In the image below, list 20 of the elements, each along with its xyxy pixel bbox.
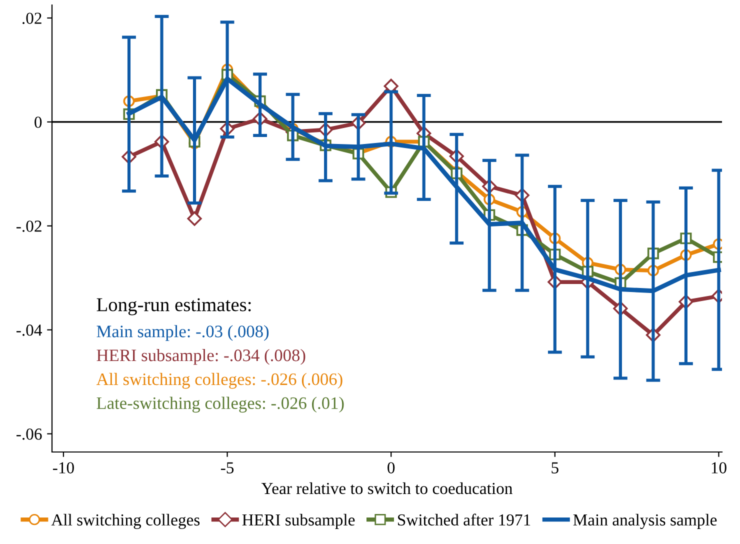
annotation: Main sample: -.03 (.008)	[96, 325, 269, 341]
y-tick-label: .02	[22, 12, 42, 24]
y-tick-label: -.02	[16, 220, 42, 232]
legend-label: Main analysis sample	[573, 514, 717, 529]
annotation: Late-switching colleges: -.026 (.01)	[96, 396, 344, 413]
annotation: All switching colleges: -.026 (.006)	[96, 372, 342, 389]
x-tick-label: -10	[52, 462, 74, 474]
legend-label: Switched after 1971	[398, 514, 530, 526]
y-tick-label: 0	[34, 116, 42, 128]
annotation: HERI subsample: -.034 (.008)	[96, 349, 306, 365]
legend-label: All switching colleges	[51, 514, 200, 529]
legend-label: HERI subsample	[242, 514, 355, 529]
x-tick-label: 10	[712, 462, 726, 474]
x-tick-label: 5	[552, 462, 558, 474]
x-tick-label: -5	[220, 462, 234, 474]
annotation: Long-run estimates:	[96, 298, 251, 316]
x-tick-label: 0	[388, 462, 395, 474]
x-axis-title: Year relative to switch to coeducation	[261, 482, 512, 494]
y-tick-label: -.06	[16, 428, 42, 440]
y-tick-label: -.04	[16, 324, 42, 336]
